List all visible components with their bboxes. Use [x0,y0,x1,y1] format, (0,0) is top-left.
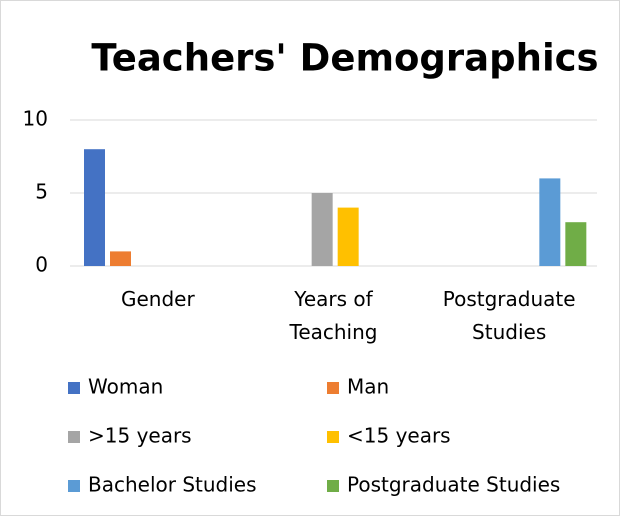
legend-label: >15 years [88,424,192,448]
bar [110,251,131,266]
y-tick-label: 0 [35,253,48,277]
bar [311,193,333,266]
legend-label: Bachelor Studies [88,473,257,497]
bar [539,178,561,266]
x-tick-label: Gender [120,287,195,311]
legend-swatch [68,480,80,492]
x-tick-label: Years of Teaching [289,287,378,344]
legend-swatch [68,431,80,443]
x-tick-label: Postgraduate Studies [442,287,576,344]
legend-swatch [68,382,80,394]
y-tick-label: 10 [23,107,48,131]
legend-swatch [327,431,339,443]
legend-label: Man [347,375,389,399]
bar [84,149,105,266]
legend-swatch [327,382,339,394]
legend-label: Woman [88,375,163,399]
legend-swatch [327,480,339,492]
legend-label: Postgraduate Studies [347,473,560,497]
bar [565,222,587,266]
y-tick-label: 5 [35,180,48,204]
bar [337,207,359,266]
chart-title: Teachers' Demographics [91,37,598,80]
legend-label: <15 years [347,424,451,448]
